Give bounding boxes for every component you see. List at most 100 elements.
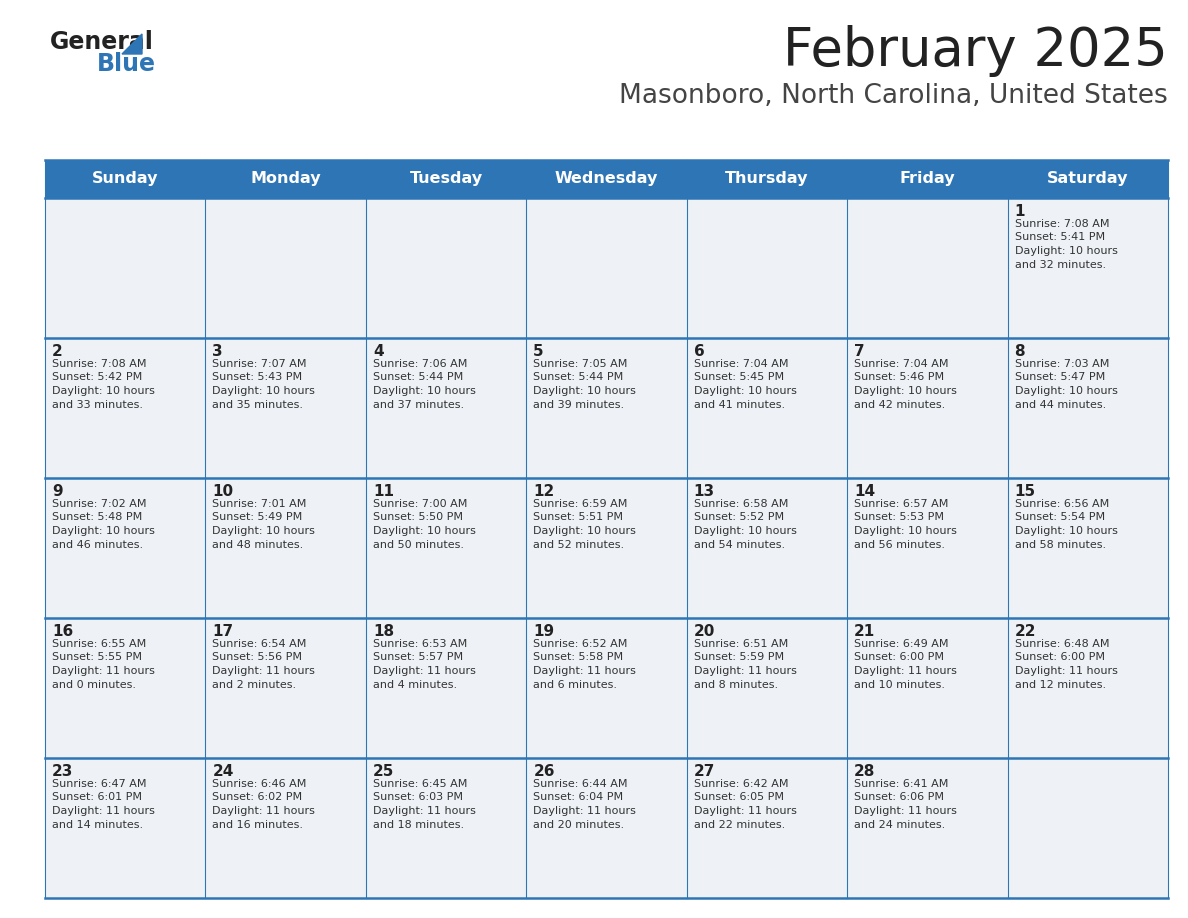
Text: 21: 21	[854, 624, 876, 639]
Text: 7: 7	[854, 344, 865, 359]
Text: Daylight: 10 hours: Daylight: 10 hours	[1015, 526, 1118, 536]
Text: Daylight: 11 hours: Daylight: 11 hours	[1015, 666, 1118, 676]
Text: Monday: Monday	[251, 172, 321, 186]
Text: 26: 26	[533, 764, 555, 779]
Text: and 2 minutes.: and 2 minutes.	[213, 679, 297, 689]
Text: Sunrise: 6:46 AM: Sunrise: 6:46 AM	[213, 779, 307, 789]
Text: and 41 minutes.: and 41 minutes.	[694, 399, 785, 409]
Bar	[526, 478, 687, 618]
Text: Daylight: 11 hours: Daylight: 11 hours	[694, 666, 797, 676]
Text: 22: 22	[1015, 624, 1036, 639]
Text: and 54 minutes.: and 54 minutes.	[694, 540, 785, 550]
Bar	[366, 758, 526, 898]
Bar	[45, 618, 206, 758]
Text: Daylight: 10 hours: Daylight: 10 hours	[373, 526, 475, 536]
Bar	[847, 338, 1007, 478]
Text: Sunset: 6:02 PM: Sunset: 6:02 PM	[213, 792, 303, 802]
Polygon shape	[122, 34, 143, 54]
Text: Daylight: 10 hours: Daylight: 10 hours	[854, 386, 958, 396]
Text: Sunrise: 7:04 AM: Sunrise: 7:04 AM	[694, 359, 788, 369]
Text: and 32 minutes.: and 32 minutes.	[1015, 260, 1106, 270]
Bar	[206, 338, 366, 478]
Text: Daylight: 10 hours: Daylight: 10 hours	[694, 526, 797, 536]
Text: and 8 minutes.: and 8 minutes.	[694, 679, 778, 689]
Text: and 14 minutes.: and 14 minutes.	[52, 820, 143, 830]
Text: Daylight: 10 hours: Daylight: 10 hours	[1015, 246, 1118, 256]
Text: Daylight: 11 hours: Daylight: 11 hours	[373, 806, 475, 816]
Bar	[1007, 198, 1168, 338]
Text: Sunset: 6:05 PM: Sunset: 6:05 PM	[694, 792, 784, 802]
Text: Sunrise: 6:47 AM: Sunrise: 6:47 AM	[52, 779, 146, 789]
Text: Sunset: 5:41 PM: Sunset: 5:41 PM	[1015, 232, 1105, 242]
Text: Sunset: 5:59 PM: Sunset: 5:59 PM	[694, 653, 784, 663]
Text: Sunset: 5:49 PM: Sunset: 5:49 PM	[213, 512, 303, 522]
Text: Daylight: 11 hours: Daylight: 11 hours	[533, 666, 636, 676]
Text: Sunrise: 7:01 AM: Sunrise: 7:01 AM	[213, 499, 307, 509]
Text: and 10 minutes.: and 10 minutes.	[854, 679, 946, 689]
Text: Sunset: 5:56 PM: Sunset: 5:56 PM	[213, 653, 303, 663]
Bar	[206, 618, 366, 758]
Text: 23: 23	[52, 764, 74, 779]
Text: 14: 14	[854, 484, 876, 499]
Bar	[847, 758, 1007, 898]
Text: and 20 minutes.: and 20 minutes.	[533, 820, 625, 830]
Bar	[687, 618, 847, 758]
Text: 16: 16	[52, 624, 74, 639]
Text: and 56 minutes.: and 56 minutes.	[854, 540, 946, 550]
Text: Sunrise: 7:04 AM: Sunrise: 7:04 AM	[854, 359, 949, 369]
Text: Daylight: 11 hours: Daylight: 11 hours	[373, 666, 475, 676]
Text: 2: 2	[52, 344, 63, 359]
Text: and 4 minutes.: and 4 minutes.	[373, 679, 457, 689]
Text: and 6 minutes.: and 6 minutes.	[533, 679, 618, 689]
Text: Sunrise: 6:41 AM: Sunrise: 6:41 AM	[854, 779, 948, 789]
Text: and 58 minutes.: and 58 minutes.	[1015, 540, 1106, 550]
Text: and 35 minutes.: and 35 minutes.	[213, 399, 303, 409]
Text: Sunrise: 6:42 AM: Sunrise: 6:42 AM	[694, 779, 788, 789]
Text: Sunrise: 6:49 AM: Sunrise: 6:49 AM	[854, 639, 949, 649]
Text: and 52 minutes.: and 52 minutes.	[533, 540, 625, 550]
Text: Sunrise: 6:51 AM: Sunrise: 6:51 AM	[694, 639, 788, 649]
Text: and 44 minutes.: and 44 minutes.	[1015, 399, 1106, 409]
Text: Sunrise: 6:54 AM: Sunrise: 6:54 AM	[213, 639, 307, 649]
Text: and 46 minutes.: and 46 minutes.	[52, 540, 143, 550]
Text: Daylight: 10 hours: Daylight: 10 hours	[533, 386, 636, 396]
Text: 4: 4	[373, 344, 384, 359]
Text: and 22 minutes.: and 22 minutes.	[694, 820, 785, 830]
Text: Sunrise: 6:57 AM: Sunrise: 6:57 AM	[854, 499, 948, 509]
Text: Sunrise: 7:05 AM: Sunrise: 7:05 AM	[533, 359, 627, 369]
Text: Sunset: 5:45 PM: Sunset: 5:45 PM	[694, 373, 784, 383]
Bar	[687, 478, 847, 618]
Text: Sunrise: 6:59 AM: Sunrise: 6:59 AM	[533, 499, 627, 509]
Text: 3: 3	[213, 344, 223, 359]
Bar	[847, 618, 1007, 758]
Text: Daylight: 10 hours: Daylight: 10 hours	[1015, 386, 1118, 396]
Bar	[847, 198, 1007, 338]
Text: 25: 25	[373, 764, 394, 779]
Text: Sunset: 5:55 PM: Sunset: 5:55 PM	[52, 653, 143, 663]
Text: Sunrise: 6:48 AM: Sunrise: 6:48 AM	[1015, 639, 1110, 649]
Text: Sunrise: 7:07 AM: Sunrise: 7:07 AM	[213, 359, 307, 369]
Bar	[1007, 338, 1168, 478]
Text: and 18 minutes.: and 18 minutes.	[373, 820, 465, 830]
Text: Daylight: 10 hours: Daylight: 10 hours	[373, 386, 475, 396]
Bar	[1007, 618, 1168, 758]
Text: Tuesday: Tuesday	[410, 172, 482, 186]
Text: 8: 8	[1015, 344, 1025, 359]
Text: 18: 18	[373, 624, 394, 639]
Text: and 48 minutes.: and 48 minutes.	[213, 540, 304, 550]
Text: Sunset: 6:00 PM: Sunset: 6:00 PM	[854, 653, 944, 663]
Bar	[687, 198, 847, 338]
Text: Daylight: 10 hours: Daylight: 10 hours	[52, 526, 154, 536]
Text: Daylight: 10 hours: Daylight: 10 hours	[213, 526, 315, 536]
Text: Sunrise: 7:02 AM: Sunrise: 7:02 AM	[52, 499, 146, 509]
Bar	[45, 198, 206, 338]
Text: Sunrise: 6:58 AM: Sunrise: 6:58 AM	[694, 499, 788, 509]
Text: Sunset: 5:53 PM: Sunset: 5:53 PM	[854, 512, 944, 522]
Bar	[366, 338, 526, 478]
Text: Daylight: 11 hours: Daylight: 11 hours	[213, 666, 315, 676]
Text: Daylight: 11 hours: Daylight: 11 hours	[52, 666, 154, 676]
Bar	[1007, 758, 1168, 898]
Bar	[45, 758, 206, 898]
Bar	[366, 198, 526, 338]
Text: Daylight: 11 hours: Daylight: 11 hours	[533, 806, 636, 816]
